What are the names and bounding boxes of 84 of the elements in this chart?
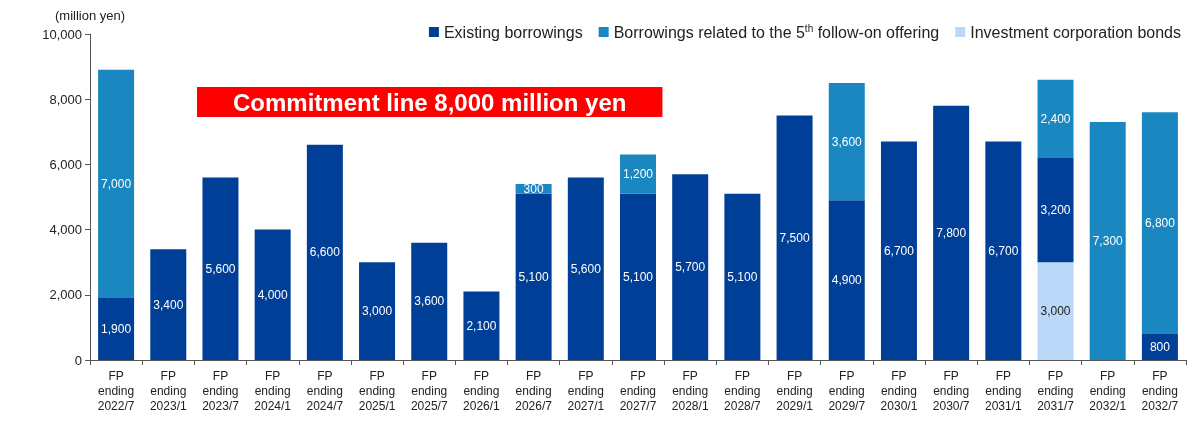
x-tick-label: FP ending 2028/7 [724, 368, 762, 413]
bar [254, 229, 291, 360]
x-tick-label: FP ending 2032/1 [1089, 368, 1127, 413]
data-label: 3,600 [414, 294, 445, 309]
y-tick-label: 8,000 [49, 91, 82, 107]
bar [1141, 112, 1178, 334]
bar [98, 69, 135, 299]
legend-label: Existing borrowings [443, 23, 583, 41]
x-tick-label: FP ending 2029/1 [776, 368, 814, 413]
bar [359, 262, 396, 360]
bar [1037, 157, 1074, 263]
legend-label: Investment corporation bonds [970, 23, 1182, 41]
bar [672, 174, 709, 360]
x-tick-label: FP ending 2025/1 [358, 368, 396, 413]
bar [567, 177, 604, 360]
x-tick-label: FP ending 2030/7 [932, 368, 970, 413]
bar [202, 177, 239, 360]
y-tick-label: 0 [74, 352, 82, 368]
data-label: 5,600 [205, 261, 236, 276]
bar [880, 141, 917, 360]
bar [1037, 79, 1074, 158]
data-label: 5,100 [518, 269, 549, 284]
bar [985, 141, 1022, 360]
bar [620, 193, 656, 360]
data-label: 5,600 [570, 261, 602, 276]
data-label: 7,000 [101, 176, 132, 191]
data-label: 3,000 [362, 304, 393, 319]
bar [411, 242, 448, 360]
data-label: 800 [1149, 339, 1171, 354]
data-label: 2,100 [466, 318, 497, 333]
y-tick-label: 10,000 [42, 26, 82, 42]
bar [98, 298, 135, 360]
data-label: 7,300 [1092, 234, 1124, 249]
bar [828, 200, 865, 360]
x-tick-label: FP ending 2030/1 [880, 368, 918, 413]
x-tick-label: FP ending 2032/7 [1141, 368, 1179, 413]
data-label: 7,500 [779, 230, 810, 245]
bar [1037, 262, 1074, 360]
x-tick-label: FP ending 2024/1 [254, 368, 292, 413]
y-tick-label: 6,000 [49, 156, 82, 172]
x-tick-label: FP ending 2026/1 [463, 368, 501, 413]
data-label: 4,000 [257, 287, 289, 302]
data-label: 3,600 [831, 134, 863, 149]
data-label: 5,700 [675, 260, 706, 275]
data-label: 6,700 [883, 243, 915, 258]
x-tick-label: FP ending 2026/7 [515, 368, 553, 413]
y-tick-label: 2,000 [49, 287, 82, 303]
bar [306, 144, 343, 360]
bar [463, 291, 500, 360]
data-label: 3,200 [1040, 203, 1071, 218]
x-tick-label: FP ending 2027/7 [619, 368, 657, 413]
x-tick-label: FP ending 2023/7 [202, 368, 240, 413]
x-tick-label: FP ending 2027/1 [567, 368, 605, 413]
x-tick-label: FP ending 2031/1 [984, 368, 1023, 413]
bar [933, 105, 970, 360]
data-label: 6,600 [309, 245, 341, 260]
x-tick-label: FP ending 2025/7 [410, 368, 448, 413]
data-label: 3,000 [1040, 304, 1071, 319]
data-label: 7,800 [936, 225, 967, 240]
data-label: 300 [523, 181, 544, 196]
data-label: 6,800 [1144, 216, 1176, 231]
data-label: 2,400 [1040, 111, 1071, 126]
data-label: 5,100 [727, 269, 758, 284]
bar [828, 82, 865, 201]
x-tick-label: FP ending 2031/7 [1037, 368, 1075, 413]
annotation: Commitment line 8,000 million yen [233, 88, 627, 116]
data-label: 4,900 [831, 273, 863, 288]
data-label: 3,400 [153, 297, 184, 312]
x-tick-label: FP ending 2024/7 [306, 368, 344, 413]
data-label: 1,900 [101, 322, 132, 337]
x-tick-label: FP ending 2022/7 [97, 368, 135, 413]
x-tick-label: FP ending 2028/1 [671, 368, 709, 413]
bar [1089, 122, 1126, 360]
data-label: 5,100 [622, 269, 654, 284]
bar [724, 193, 761, 360]
data-label: 6,700 [988, 243, 1019, 258]
y-tick-label: 4,000 [49, 222, 82, 238]
bar [776, 115, 813, 360]
x-tick-label: FP ending 2023/1 [149, 368, 187, 413]
y-axis-title: (million yen) [54, 8, 126, 23]
data-label: 1,200 [622, 167, 654, 182]
bar [150, 249, 187, 360]
bar [515, 193, 552, 360]
x-tick-label: FP ending 2029/7 [828, 368, 866, 413]
